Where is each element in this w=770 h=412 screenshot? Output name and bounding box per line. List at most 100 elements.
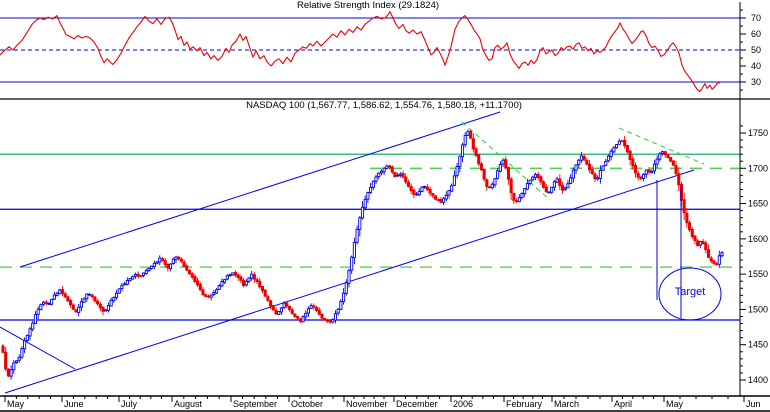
- candle-body: [31, 322, 35, 330]
- candle-body: [444, 194, 448, 200]
- candle-body: [50, 298, 54, 305]
- candle-body: [4, 351, 8, 370]
- candle-body: [396, 174, 400, 177]
- candle-body: [250, 273, 254, 279]
- price-axis-label: 1600: [748, 234, 768, 244]
- price-axis-label: 1450: [748, 340, 768, 350]
- candle-body: [39, 304, 43, 311]
- candle-body: [44, 301, 48, 305]
- candle-body: [498, 164, 502, 172]
- candle-body: [212, 292, 216, 295]
- candle-body: [20, 348, 24, 358]
- candle-body: [244, 280, 248, 286]
- candle-body: [123, 283, 127, 286]
- candle-body: [363, 198, 367, 209]
- candle-body: [460, 144, 465, 158]
- candle-body: [504, 159, 508, 169]
- candle-body: [320, 313, 324, 319]
- candle-body: [87, 293, 92, 296]
- candle-body: [128, 277, 132, 282]
- x-axis-month-label: August: [174, 399, 203, 409]
- candle-body: [463, 134, 467, 146]
- candle-body: [669, 156, 673, 162]
- candle-body: [304, 312, 308, 318]
- candle-body: [90, 294, 94, 298]
- candle-body: [682, 199, 686, 214]
- candle-body: [455, 166, 459, 176]
- rsi-axis-label: 50: [751, 45, 761, 55]
- candle-body: [9, 369, 13, 377]
- candle-body: [693, 235, 697, 241]
- candle-body: [425, 186, 429, 191]
- candle-body: [120, 284, 124, 289]
- candle-body: [125, 280, 129, 285]
- candle-body: [190, 273, 194, 278]
- price-axis-label: 1550: [748, 269, 768, 279]
- candle-body: [225, 275, 229, 280]
- candle-body: [266, 296, 270, 301]
- candle-body: [474, 148, 478, 156]
- candle-body: [547, 191, 551, 194]
- candle-body: [536, 173, 540, 178]
- candle-body: [377, 172, 381, 177]
- candle-body: [269, 300, 273, 307]
- candle-body: [533, 173, 538, 179]
- candle-body: [301, 316, 305, 323]
- candle-body: [677, 173, 681, 186]
- candle-body: [647, 169, 651, 173]
- candle-body: [590, 169, 594, 175]
- candle-body: [496, 170, 500, 179]
- candle-body: [287, 306, 292, 311]
- candle-body: [625, 144, 629, 153]
- candle-body: [333, 313, 338, 321]
- candle-body: [523, 188, 527, 194]
- candle-body: [25, 334, 29, 341]
- candle-body: [706, 249, 711, 258]
- price-axis-label: 1700: [748, 163, 768, 173]
- candle-body: [655, 158, 659, 165]
- candle-body: [617, 140, 621, 145]
- candle-body: [106, 305, 110, 311]
- candle-body: [179, 258, 183, 262]
- candle-body: [579, 155, 583, 161]
- x-axis-month-label: September: [233, 399, 277, 409]
- candle-body: [85, 293, 89, 300]
- candle-body: [344, 282, 348, 294]
- target-ellipse: [658, 267, 722, 321]
- candle-body: [636, 173, 640, 178]
- candle-body: [588, 163, 592, 171]
- candle-body: [382, 167, 386, 173]
- candle-body: [642, 173, 646, 179]
- candle-body: [177, 256, 181, 260]
- candle-body: [312, 305, 316, 308]
- candle-body: [585, 159, 589, 165]
- candle-body: [263, 289, 267, 297]
- price-axis-label: 1750: [748, 128, 768, 138]
- rsi-axis-label: 40: [751, 61, 761, 71]
- candle-body: [255, 279, 259, 282]
- candle-body: [477, 154, 481, 165]
- candle-body: [223, 279, 227, 283]
- candle-body: [328, 320, 332, 323]
- candle-body: [439, 199, 443, 203]
- candle-body: [577, 159, 581, 165]
- candle-body: [6, 368, 10, 377]
- x-axis-month-label: February: [506, 399, 543, 409]
- candle-body: [233, 271, 238, 276]
- candle-body: [666, 154, 670, 159]
- candle-body: [479, 163, 483, 171]
- candle-body: [417, 191, 421, 196]
- x-axis-month-label: Jun: [746, 399, 761, 409]
- candle-body: [1, 345, 5, 353]
- candle-body: [290, 309, 294, 315]
- candle-body: [82, 298, 86, 303]
- candle-body: [317, 309, 321, 315]
- candle-body: [469, 130, 473, 139]
- candle-body: [306, 308, 310, 314]
- price-panel-title: NASDAQ 100 (1,567.77, 1,586.62, 1,554.76…: [246, 100, 522, 111]
- candle-body: [601, 165, 605, 171]
- candle-body: [433, 195, 438, 200]
- candle-body: [604, 160, 608, 167]
- candle-body: [228, 274, 232, 276]
